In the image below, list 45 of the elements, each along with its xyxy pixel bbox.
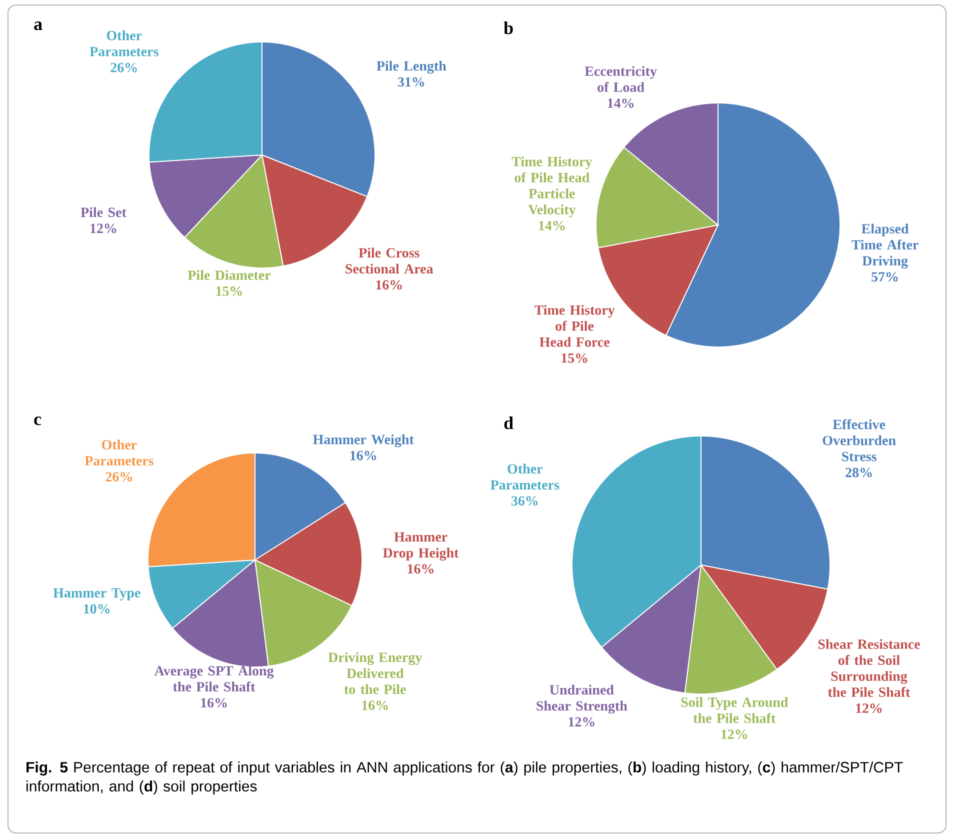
slice-label: Pile Cross Sectional Area (346, 248, 434, 274)
data-label: 12% (568, 717, 594, 727)
slice-label: Effective Overburden Stress (822, 419, 896, 462)
data-label: 14% (539, 220, 565, 230)
slice-label: Other Parameters (90, 30, 158, 56)
data-label: 15% (216, 286, 242, 296)
slice-label: Time History of Pile Head Force (534, 304, 615, 347)
data-label: 16% (350, 450, 376, 460)
chart-title: c (34, 416, 42, 426)
data-label: 12% (90, 224, 116, 234)
data-label: 36% (511, 496, 538, 506)
slice-label: Time History of Pile Head Particle Velocity (512, 156, 592, 218)
data-label: 16% (362, 700, 388, 710)
data-label: 16% (376, 280, 402, 290)
chart-title: a (34, 22, 42, 30)
data-label: 15% (562, 353, 588, 363)
slice-label: Driving Energy Delivered to the Pile (328, 652, 422, 694)
slice-label: Average SPT Along the Pile Shaft (154, 666, 274, 692)
slice-label: Hammer Type (53, 588, 140, 600)
chart-title: b (504, 22, 513, 34)
slice-label: Soil Type Around the Pile Shaft (681, 697, 788, 724)
data-label: 28% (846, 468, 872, 478)
text: Fig. 5 Percentage of repeat of input variables in ANN applications for (a) pile properties, (b) loading history, (c) hammer/SPT/CPT information, and (d) soil properties (26, 762, 903, 795)
data-label: 57% (872, 272, 898, 282)
slice-label: Pile Diameter (188, 270, 271, 280)
slice-label: Pile Set (80, 207, 126, 218)
data-label: 26% (106, 472, 132, 482)
data-label: 16% (408, 564, 434, 574)
slice-label: Other Parameters (84, 440, 154, 466)
slice-label: Hammer Drop Height (383, 532, 459, 561)
slice-label: Shear Resistance of the Soil Surrounding the Pile Shaft (818, 639, 920, 697)
data-label: 26% (110, 62, 137, 72)
data-label: 31% (398, 77, 424, 87)
slice-label: Undrained Shear Strength (536, 684, 628, 714)
data-label: 12% (721, 730, 748, 740)
slice-label: Eccentricity of Load (584, 66, 657, 92)
chart-title: d (504, 416, 514, 430)
data-label: 16% (201, 698, 227, 708)
slice-label: Other Parameters (490, 464, 560, 490)
data-label: 10% (84, 604, 110, 614)
slice-label: Hammer Weight (313, 434, 414, 448)
slice-label: Elapsed Time After Driving (852, 224, 918, 269)
slice-label: Pile Length (376, 60, 446, 74)
data-label: 14% (608, 98, 634, 108)
data-label: 12% (856, 703, 882, 713)
